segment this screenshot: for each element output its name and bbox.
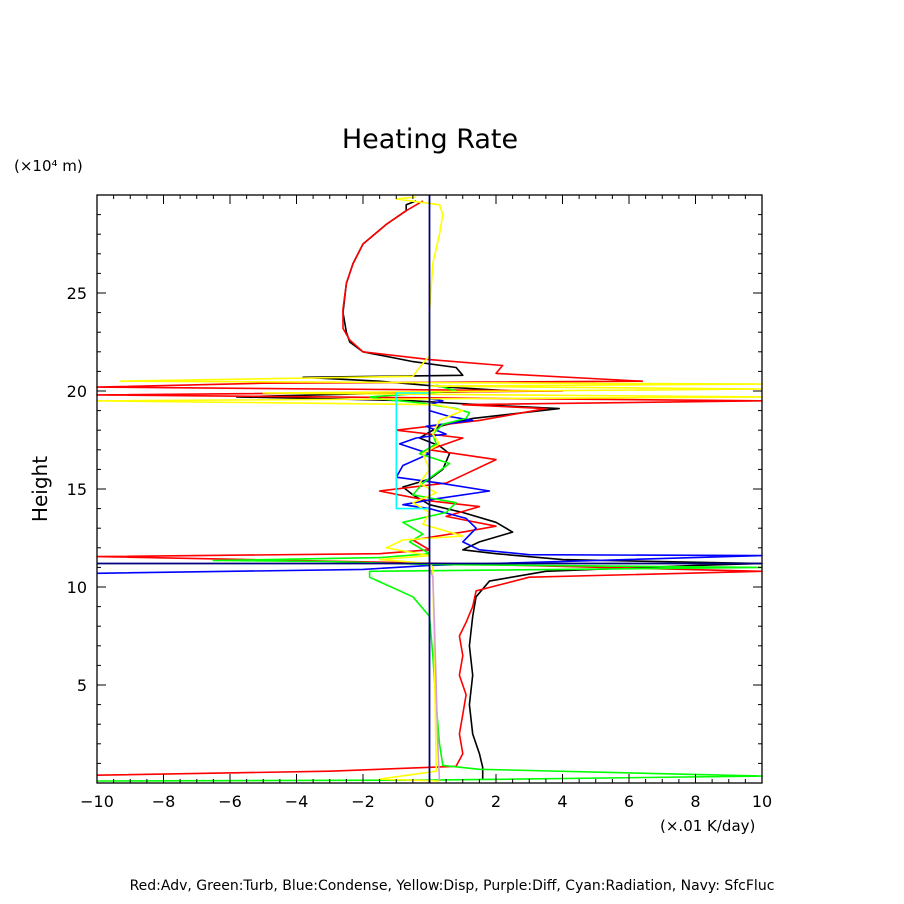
- chart-title: Heating Rate: [342, 124, 518, 155]
- y-tick-label: 15: [67, 480, 87, 499]
- series-line-purple: [428, 567, 441, 782]
- x-tick-label: −8: [152, 792, 176, 811]
- x-tick-label: 4: [557, 792, 567, 811]
- x-tick-label: 6: [624, 792, 634, 811]
- x-tick-label: 0: [424, 792, 434, 811]
- y-tick-label: 10: [67, 578, 87, 597]
- series-layer: [96, 195, 763, 783]
- y-units-label: (×10⁴ m): [14, 157, 83, 175]
- x-tick-label: 8: [690, 792, 700, 811]
- y-tick-label: 20: [67, 382, 87, 401]
- series-line-blue: [96, 398, 763, 575]
- x-tick-label: −4: [285, 792, 309, 811]
- x-tick-label: −6: [218, 792, 242, 811]
- series-line-cyan: [395, 392, 430, 510]
- x-tick-label: 2: [491, 792, 501, 811]
- legend-footer: Red:Adv, Green:Turb, Blue:Condense, Yell…: [130, 878, 775, 894]
- y-tick-label: 25: [67, 284, 87, 303]
- x-tick-label: −10: [80, 792, 114, 811]
- series-line-black: [235, 200, 763, 780]
- axes-layer: −10 −8 −6 −4 −2 0 2 4 6 8 10 5 10 15 20 25: [67, 194, 772, 811]
- series-line-red: [96, 200, 763, 776]
- x-tick-label: 10: [752, 792, 772, 811]
- x-tick-label: −2: [351, 792, 375, 811]
- y-axis-label: Height: [28, 456, 52, 522]
- y-tick-label: 5: [77, 676, 87, 695]
- x-units-label: (×.01 K/day): [660, 817, 755, 835]
